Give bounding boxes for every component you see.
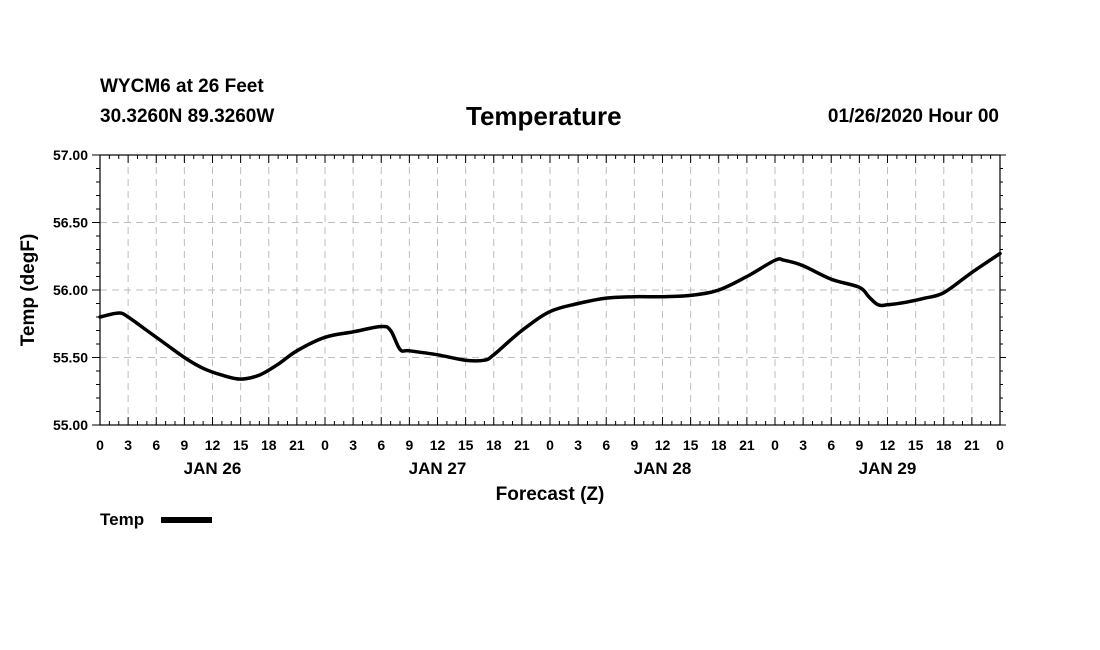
- x-tick-label: 15: [458, 437, 474, 453]
- x-tick-label: 18: [261, 437, 277, 453]
- y-tick-label: 55.00: [53, 417, 88, 433]
- x-tick-label: 3: [799, 437, 807, 453]
- x-tick-label: 0: [96, 437, 104, 453]
- x-tick-label: 6: [602, 437, 610, 453]
- x-tick-label: 0: [771, 437, 779, 453]
- x-tick-label: 6: [827, 437, 835, 453]
- station-coords: 30.3260N 89.3260W: [100, 106, 275, 127]
- x-tick-label: 18: [936, 437, 952, 453]
- day-label: JAN 26: [184, 459, 242, 478]
- x-axis-label: Forecast (Z): [496, 484, 605, 505]
- y-axis-label: Temp (degF): [18, 234, 39, 347]
- y-tick-label: 56.00: [53, 282, 88, 298]
- tick-labels: 0 3 6 9 12 15 18 21 0 3 6 9 12 15 18 21 0 3 6 9 12 15 18 21 0 3 6 9…: [53, 147, 1004, 478]
- temp-series-line: [98, 251, 1002, 381]
- y-tick-label: 56.50: [53, 215, 88, 231]
- x-tick-label: 9: [855, 437, 863, 453]
- axes: [92, 154, 1006, 426]
- x-tick-label: 3: [124, 437, 132, 453]
- x-tick-label: 12: [205, 437, 221, 453]
- x-tick-label: 21: [289, 437, 305, 453]
- x-tick-label: 21: [739, 437, 755, 453]
- x-tick-label: 12: [880, 437, 896, 453]
- y-tick-label: 55.50: [53, 350, 88, 366]
- x-tick-label: 6: [152, 437, 160, 453]
- chart-title: Temperature: [466, 101, 622, 131]
- forecast-datetime: 01/26/2020 Hour 00: [827, 106, 999, 127]
- x-tick-label: 0: [546, 437, 554, 453]
- x-tick-label: 6: [377, 437, 385, 453]
- day-label: JAN 27: [409, 459, 467, 478]
- x-tick-label: 9: [180, 437, 188, 453]
- legend-label: Temp: [100, 510, 144, 529]
- x-tick-label: 18: [486, 437, 502, 453]
- x-tick-label: 0: [996, 437, 1004, 453]
- day-label: JAN 29: [859, 459, 917, 478]
- plot-frame: [99, 154, 1001, 426]
- x-tick-label: 18: [711, 437, 727, 453]
- x-tick-label: 12: [430, 437, 446, 453]
- x-tick-label: 15: [908, 437, 924, 453]
- x-tick-label: 15: [233, 437, 249, 453]
- x-tick-label: 12: [655, 437, 671, 453]
- legend-line-swatch: [161, 517, 212, 523]
- series: [98, 251, 1002, 381]
- x-tick-label: 0: [321, 437, 329, 453]
- y-tick-label: 57.00: [53, 147, 88, 163]
- x-tick-label: 9: [405, 437, 413, 453]
- station-label: WYCM6 at 26 Feet: [100, 76, 264, 97]
- day-label: JAN 28: [634, 459, 692, 478]
- x-tick-label: 3: [574, 437, 582, 453]
- grid: [100, 155, 1000, 425]
- x-tick-label: 15: [683, 437, 699, 453]
- x-tick-label: 3: [349, 437, 357, 453]
- x-tick-label: 9: [630, 437, 638, 453]
- x-tick-label: 21: [514, 437, 530, 453]
- x-tick-label: 21: [964, 437, 980, 453]
